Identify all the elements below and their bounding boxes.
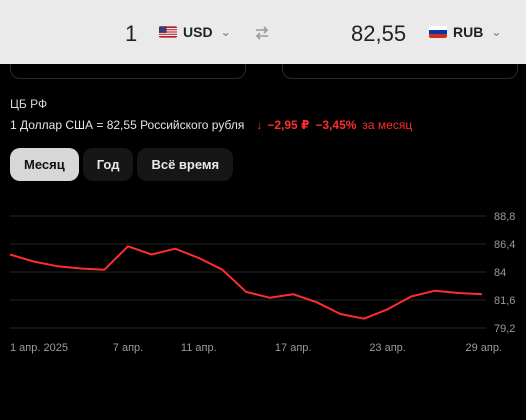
y-tick-label: 79,2 xyxy=(494,323,515,335)
down-arrow-icon: ↓ xyxy=(256,118,263,132)
rate-text: 1 Доллар США = 82,55 Российского рубля xyxy=(10,118,245,132)
change-absolute: −2,95 ₽ xyxy=(267,118,310,132)
y-tick-label: 88,8 xyxy=(494,211,515,223)
rate-series-line xyxy=(9,245,483,320)
x-tick-label: 11 апр. xyxy=(181,342,217,354)
from-currency-select[interactable]: USD ⌄ xyxy=(159,24,231,40)
tab-year[interactable]: Год xyxy=(82,148,134,181)
rate-source: ЦБ РФ xyxy=(10,97,48,111)
x-tick-label: 17 апр. xyxy=(275,342,312,354)
to-amount-input[interactable]: 82,55 xyxy=(351,21,407,46)
x-tick-label: 7 апр. xyxy=(113,342,143,354)
rate-summary: 1 Доллар США = 82,55 Российского рубля ↓… xyxy=(10,118,412,132)
y-tick-label: 81,6 xyxy=(494,295,515,307)
rate-chart: 88,8 86,4 84 81,6 79,2 1 апр. 2025 7 апр. 11 ап… xyxy=(9,211,515,354)
x-tick-label: 1 апр. 2025 xyxy=(10,342,68,354)
to-currency-select[interactable]: RUB ⌄ xyxy=(429,24,501,40)
from-amount-input[interactable]: 1 xyxy=(125,21,138,46)
card-edge xyxy=(282,64,518,79)
y-tick-label: 86,4 xyxy=(494,239,515,251)
change-percent: −3,45% xyxy=(315,118,357,132)
converter-bar: 1 USD ⌄ 82,55 RUB ⌄ xyxy=(0,0,526,64)
chevron-down-icon: ⌄ xyxy=(220,25,231,39)
chevron-down-icon: ⌄ xyxy=(491,25,502,39)
from-currency-code: USD xyxy=(183,24,213,40)
x-tick-label: 23 апр. xyxy=(369,342,406,354)
tab-all-time[interactable]: Всё время xyxy=(137,148,234,181)
x-tick-label: 29 апр. xyxy=(465,342,502,354)
period-tabs: Месяц Год Всё время xyxy=(10,148,234,181)
swap-icon[interactable] xyxy=(253,24,271,42)
tab-month[interactable]: Месяц xyxy=(10,148,79,181)
change-period: за месяц xyxy=(362,118,413,132)
russia-flag-icon xyxy=(429,26,447,38)
y-tick-label: 84 xyxy=(494,267,506,279)
us-flag-icon xyxy=(159,26,177,38)
card-edge xyxy=(10,64,246,79)
to-currency-code: RUB xyxy=(453,24,484,40)
